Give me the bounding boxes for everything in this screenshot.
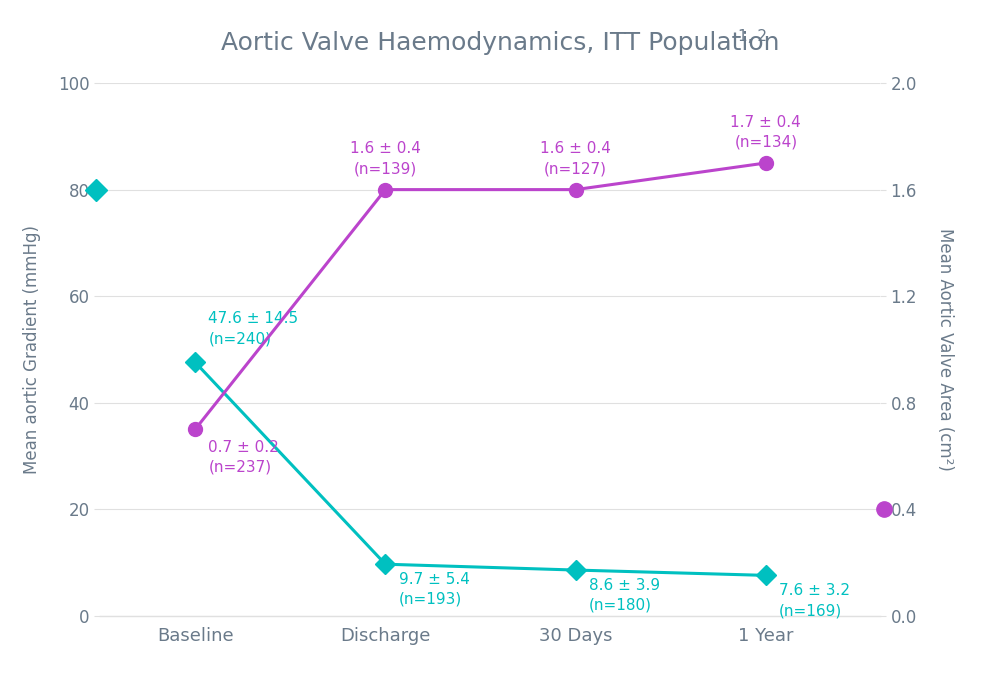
Text: 7.6 ± 3.2
(n=169): 7.6 ± 3.2 (n=169): [779, 583, 850, 618]
Text: 47.6 ± 14.5
(n=240): 47.6 ± 14.5 (n=240): [208, 311, 299, 346]
Text: 1.6 ± 0.4
(n=139): 1.6 ± 0.4 (n=139): [350, 141, 421, 176]
Y-axis label: Mean Aortic Valve Area (cm²): Mean Aortic Valve Area (cm²): [936, 228, 954, 471]
Y-axis label: Mean aortic Gradient (mmHg): Mean aortic Gradient (mmHg): [23, 225, 41, 474]
Text: 1.6 ± 0.4
(n=127): 1.6 ± 0.4 (n=127): [540, 141, 611, 176]
Text: Aortic Valve Haemodynamics, ITT Population: Aortic Valve Haemodynamics, ITT Populati…: [221, 31, 779, 55]
Text: 1.7 ± 0.4
(n=134): 1.7 ± 0.4 (n=134): [730, 115, 801, 149]
Text: 1, 2: 1, 2: [738, 29, 767, 44]
Text: 8.6 ± 3.9
(n=180): 8.6 ± 3.9 (n=180): [589, 578, 660, 613]
Text: 9.7 ± 5.4
(n=193): 9.7 ± 5.4 (n=193): [399, 572, 470, 607]
Text: 0.7 ± 0.2
(n=237): 0.7 ± 0.2 (n=237): [208, 440, 279, 475]
